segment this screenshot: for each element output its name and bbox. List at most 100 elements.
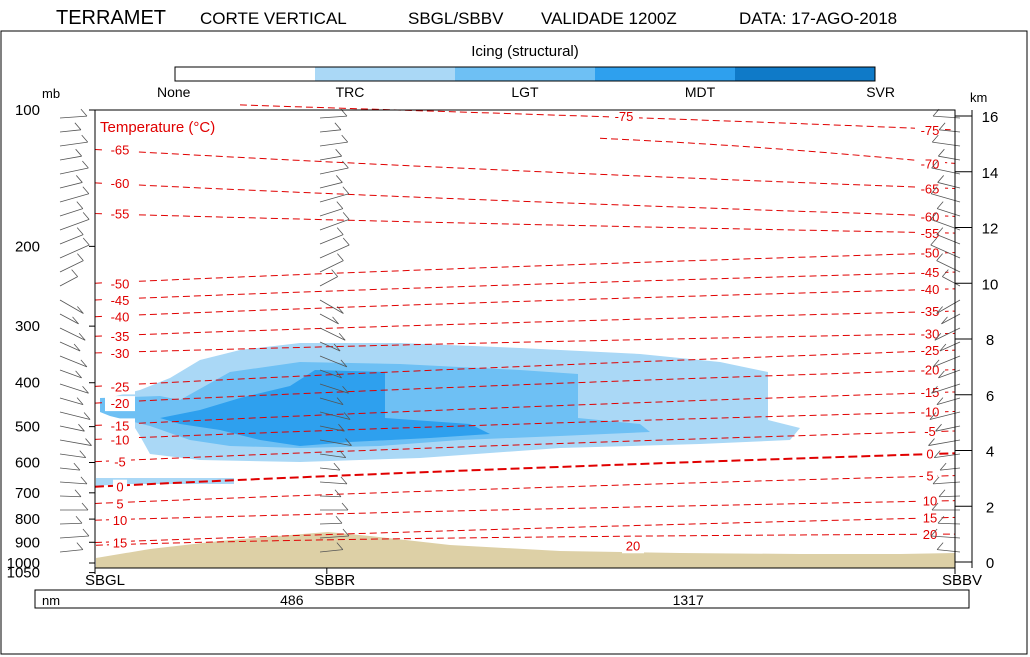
right-tick-label: 14 xyxy=(982,165,999,182)
wind-barb-flag xyxy=(81,502,89,511)
wind-barb-flag xyxy=(78,423,85,432)
isotherm-5 xyxy=(94,475,956,504)
date-title: DATA: 17-AGO-2018 xyxy=(739,9,897,28)
isotherm-label: -65 xyxy=(921,181,940,196)
wind-barb-shaft xyxy=(59,522,83,525)
station-sbgl: SBGL xyxy=(85,572,125,589)
wind-barb-shaft xyxy=(59,481,87,485)
isotherm-label: 15 xyxy=(113,535,127,550)
wind-barb-flag xyxy=(73,462,81,471)
wind-barb-flag xyxy=(76,175,83,183)
wind-barb-shaft xyxy=(938,495,961,498)
wind-barb-shaft xyxy=(319,383,349,394)
distance-label: 486 xyxy=(280,592,304,608)
wind-barb-shaft xyxy=(937,182,961,189)
left-tick-label: 1050 xyxy=(7,565,40,582)
wind-barb-shaft xyxy=(59,141,88,147)
wind-barb-shaft xyxy=(59,355,88,368)
wind-barb-shaft xyxy=(319,115,347,119)
wind-barb-shaft xyxy=(936,397,961,405)
isotherm-label-bg xyxy=(915,362,945,378)
wind-barb-shaft xyxy=(936,234,961,245)
wind-barb-shaft xyxy=(319,260,344,273)
legend-label-svr: SVR xyxy=(866,84,895,100)
wind-barb-flag xyxy=(937,175,944,183)
app-title: TERRAMET xyxy=(56,7,166,29)
wind-barb-flag xyxy=(932,476,940,485)
wind-barb-shaft xyxy=(319,141,348,147)
isotherm-label: 10 xyxy=(113,513,127,528)
isotherm-label: -70 xyxy=(921,156,940,171)
wind-barb-flag xyxy=(341,502,349,511)
isotherm-label-bg xyxy=(915,209,945,225)
isotherm-label-bg xyxy=(622,538,644,554)
wind-barb-shaft xyxy=(319,397,344,405)
wind-barb-flag xyxy=(342,237,350,246)
wind-barb-shaft xyxy=(59,299,84,314)
wind-barb-shaft xyxy=(319,155,342,161)
wind-barb-flag xyxy=(933,450,941,458)
wind-barb-flag xyxy=(342,528,350,537)
plot-area: -75-75-70-65-65-60-60-55-55-50-50-45-45-… xyxy=(59,104,961,569)
wind-barb-flag xyxy=(934,333,942,341)
isotherm-label: -30 xyxy=(921,326,940,341)
isotherm-m10 xyxy=(94,410,956,440)
wind-barb-shaft xyxy=(319,182,343,189)
wind-barb-flag xyxy=(936,306,943,314)
left-tick-label: 200 xyxy=(15,238,40,255)
wind-barb-shaft xyxy=(939,341,961,352)
wind-barb-shaft xyxy=(319,129,341,133)
isotherm-label: -55 xyxy=(111,207,130,222)
wind-barb-flag xyxy=(77,253,84,261)
wind-barb-shaft xyxy=(59,313,79,325)
wind-barb-shaft xyxy=(942,276,961,287)
wind-barb-shaft xyxy=(59,383,89,394)
wind-barb-flag xyxy=(76,201,84,209)
wind-barb-flag xyxy=(80,108,88,117)
isotherm-label-bg xyxy=(915,343,945,359)
wind-barb-flag xyxy=(82,386,89,394)
wind-barb-shaft xyxy=(937,208,961,217)
wind-barb-flag xyxy=(935,423,942,432)
wind-barb-shaft xyxy=(59,467,80,471)
wind-barb-shaft xyxy=(319,276,338,287)
wind-barb-flag xyxy=(342,160,349,169)
icing-mdt-area xyxy=(160,370,490,446)
wind-barb-shaft xyxy=(319,208,343,217)
left-tick-label: 1000 xyxy=(7,555,40,572)
distance-label: 1317 xyxy=(673,592,704,608)
wind-barbs xyxy=(59,108,961,553)
wind-barb-flag xyxy=(332,316,339,325)
right-tick-label: 10 xyxy=(982,276,999,293)
wind-barb-flag xyxy=(331,269,338,277)
isotherm-label-bg xyxy=(109,535,131,551)
left-tick-label: 800 xyxy=(15,511,40,528)
isotherm-label: 5 xyxy=(116,496,123,511)
isotherm-label: -5 xyxy=(924,424,936,439)
station-sbbv: SBBV xyxy=(942,572,982,589)
wind-barb-flag xyxy=(76,227,84,235)
wind-barb-shaft xyxy=(319,327,346,341)
wind-barb-shaft xyxy=(59,208,83,217)
wind-barb-flag xyxy=(931,502,939,511)
isotherm-label-bg xyxy=(105,206,135,222)
temperature-series-label: Temperature (°C) xyxy=(100,119,215,136)
distance-bar xyxy=(34,589,970,609)
wind-barb-shaft xyxy=(59,495,82,498)
wind-barb-flag xyxy=(928,438,935,446)
wind-barb-flag xyxy=(938,370,945,379)
isotherm-label-bg xyxy=(923,468,937,484)
wind-barb-shaft xyxy=(59,167,89,175)
wind-barb-flag xyxy=(931,134,939,143)
wind-barb-flag xyxy=(930,528,938,537)
isotherm-label-bg xyxy=(919,493,941,509)
figure-frame xyxy=(0,30,1028,655)
wind-barb-shaft xyxy=(938,369,961,379)
left-tick-label: 300 xyxy=(15,318,40,335)
wind-barb-flag xyxy=(938,148,945,157)
wind-barb-flag xyxy=(334,122,342,131)
isotherm-label: -65 xyxy=(111,142,130,157)
wind-barb-shaft xyxy=(319,167,349,175)
wind-barb-shaft xyxy=(319,313,339,325)
wind-barb-flag xyxy=(333,462,341,471)
